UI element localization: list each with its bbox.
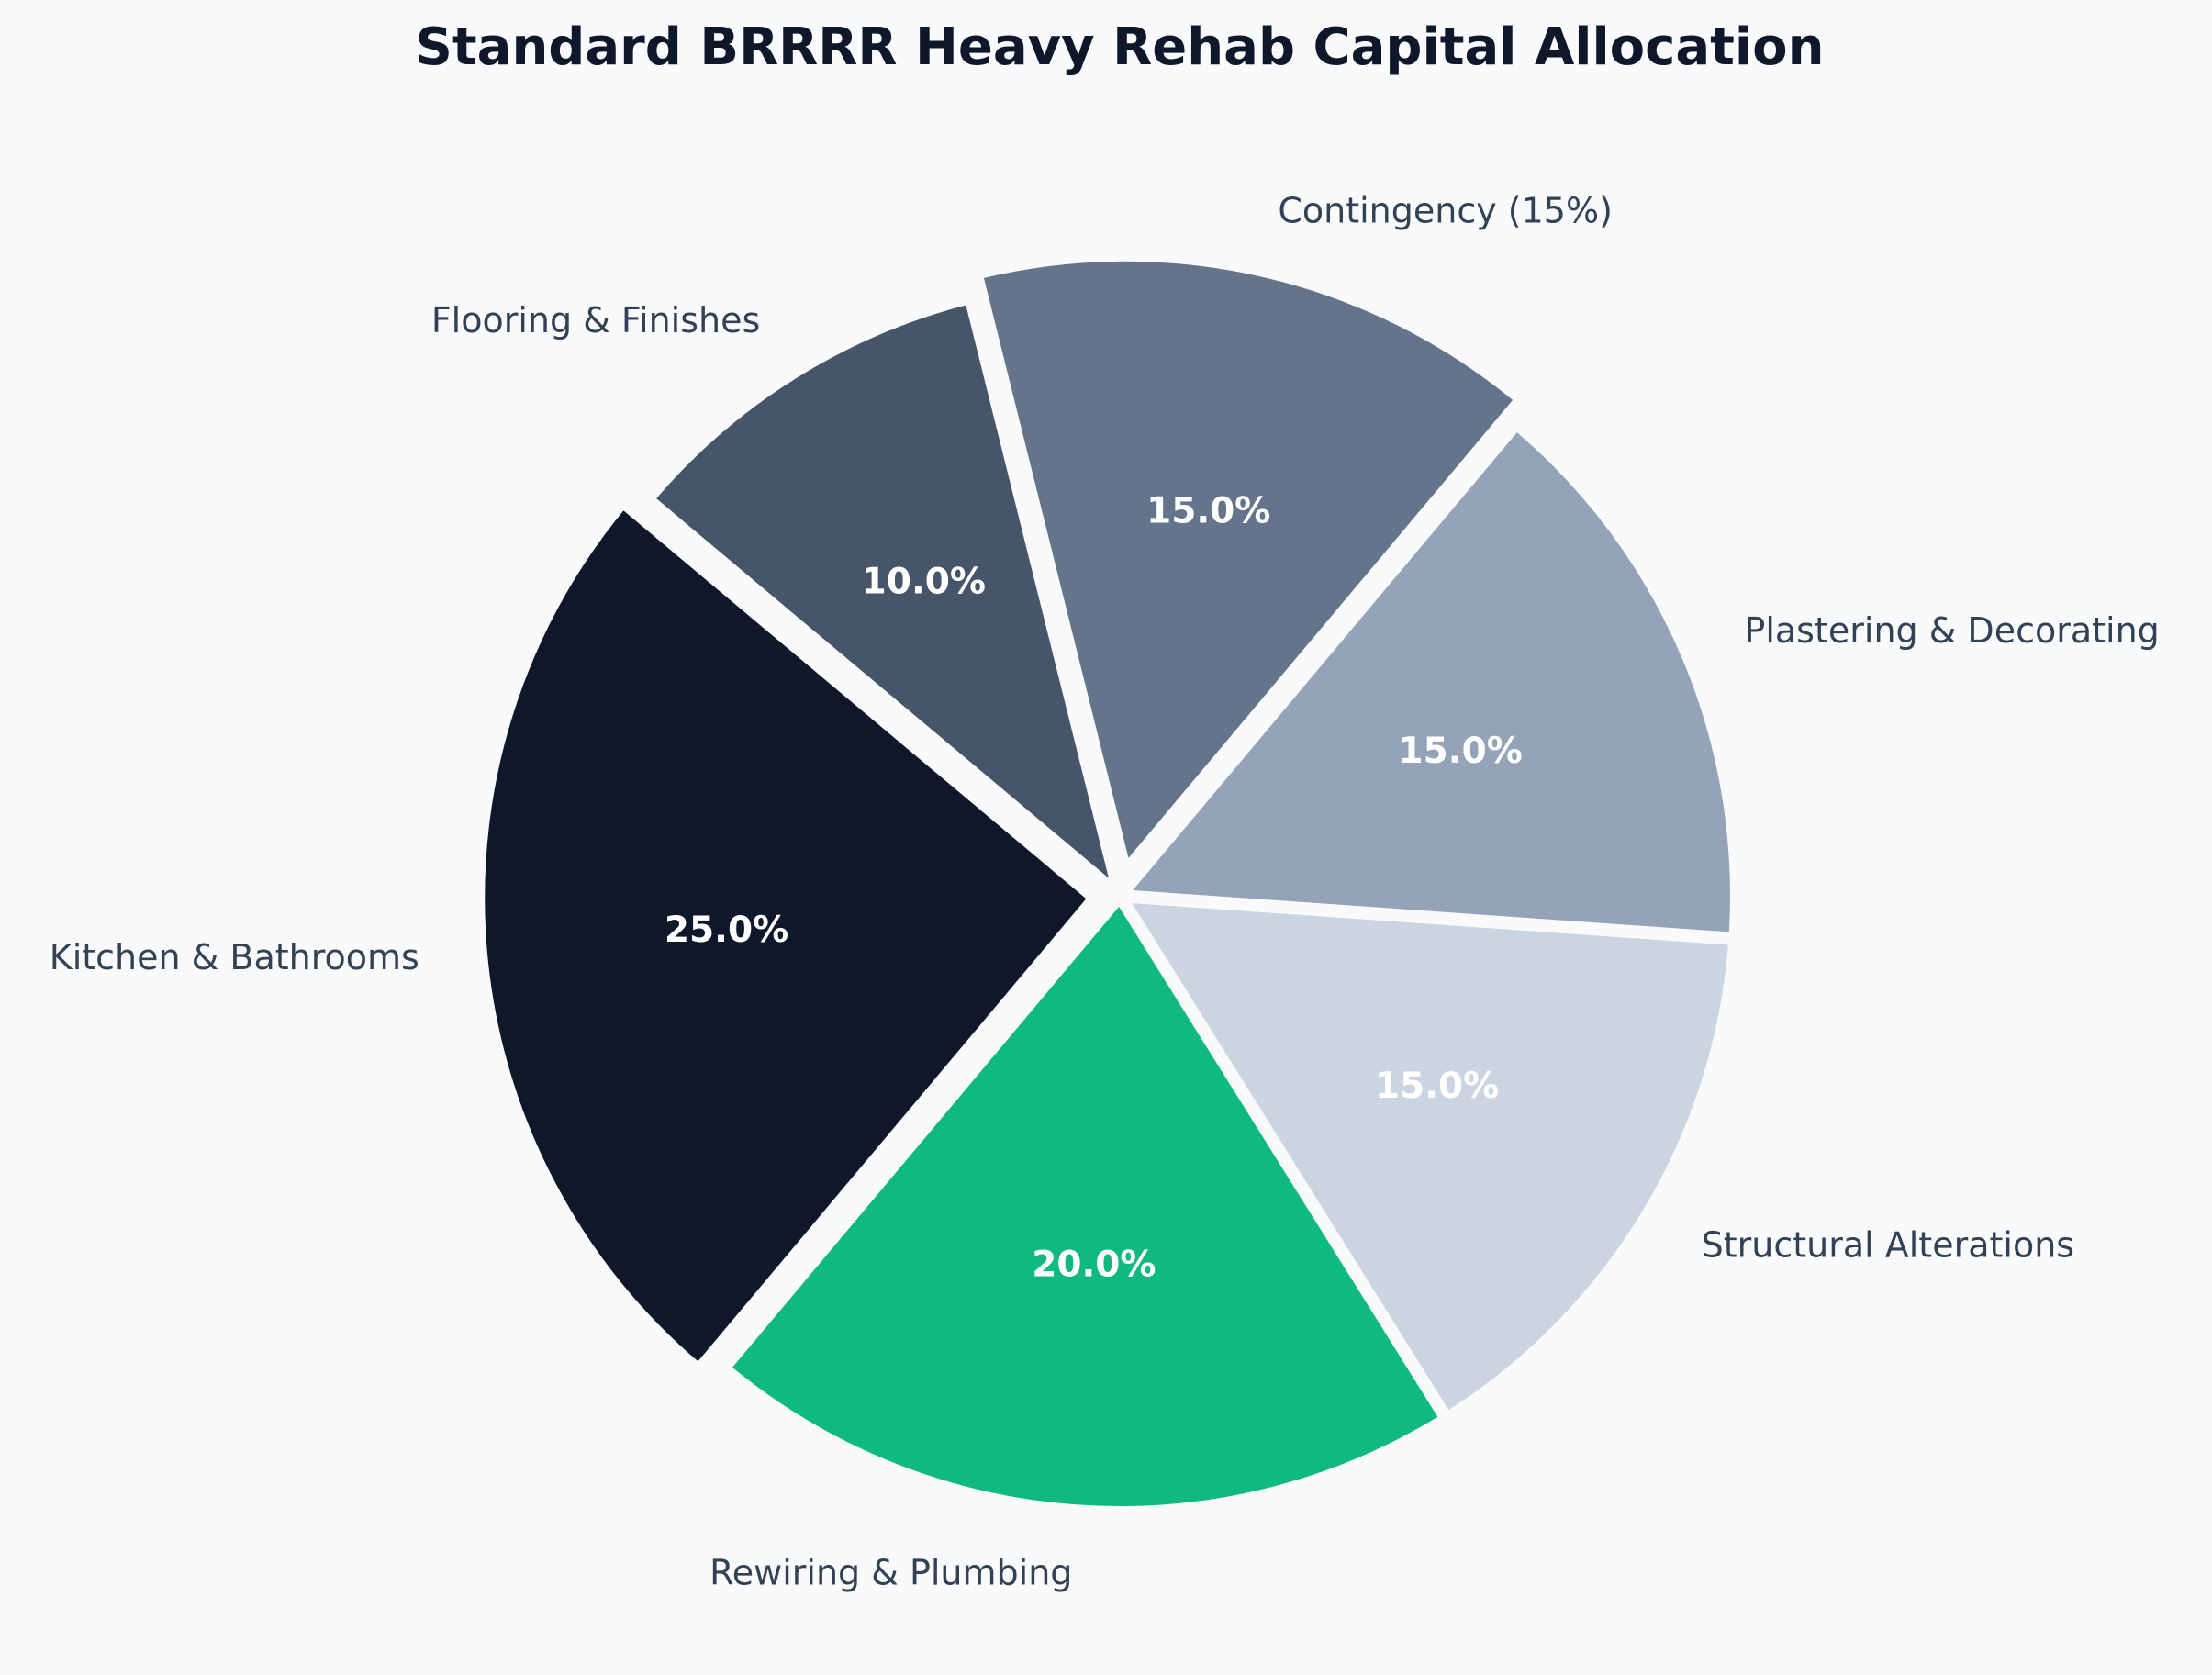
pie-category-label-plastering-decorating: Plastering & Decorating	[1744, 610, 2159, 651]
pie-slice-contingency-15	[967, 248, 1531, 886]
pie-slices	[472, 248, 1743, 1519]
pie-percent-label-contingency-15: 15.0%	[1146, 490, 1270, 531]
pie-slice-structural-alterations	[1107, 888, 1742, 1428]
pie-percent-label-flooring-finishes: 10.0%	[862, 562, 986, 603]
pie-category-label-contingency-15: Contingency (15%)	[1278, 191, 1613, 231]
pie-category-label-flooring-finishes: Flooring & Finishes	[431, 300, 760, 341]
pie-category-label-kitchen-bathrooms: Kitchen & Bathrooms	[50, 937, 419, 977]
pie-category-labels: Kitchen & Bathrooms Rewiring & Plumbing St…	[50, 191, 2160, 1593]
pie-slice-rewiring-plumbing	[714, 885, 1456, 1519]
pie-percent-labels: 25.0% 20.0% 15.0% 15.0% 15.0% 10.0%	[665, 490, 1523, 1285]
pie-percent-label-kitchen-bathrooms: 25.0%	[665, 910, 788, 951]
pie-slice-flooring-finishes	[638, 289, 1132, 914]
pie-percent-label-plastering-decorating: 15.0%	[1398, 731, 1522, 772]
pie-slice-plastering-decorating	[1106, 414, 1743, 946]
chart-title: Standard BRRRR Heavy Rehab Capital Alloc…	[416, 17, 1825, 77]
pie-category-label-rewiring-plumbing: Rewiring & Plumbing	[709, 1552, 1072, 1592]
pie-percent-label-structural-alterations: 15.0%	[1375, 1066, 1499, 1107]
pie-percent-label-rewiring-plumbing: 20.0%	[1032, 1245, 1156, 1286]
pie-category-label-structural-alterations: Structural Alterations	[1702, 1225, 2074, 1266]
pie-slice-kitchen-bathrooms	[472, 492, 1105, 1379]
